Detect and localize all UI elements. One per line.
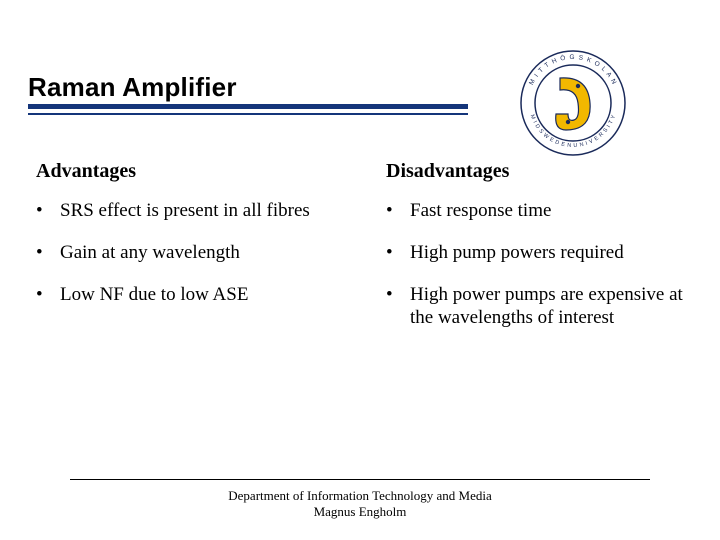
list-item: • SRS effect is present in all fibres xyxy=(36,199,386,223)
title-divider xyxy=(28,104,468,115)
list-item-text: High pump powers required xyxy=(410,241,706,265)
list-item-text: SRS effect is present in all fibres xyxy=(60,199,386,223)
advantages-header: Advantages xyxy=(36,160,386,183)
footer-divider xyxy=(70,479,650,481)
footer-line1: Department of Information Technology and… xyxy=(228,488,491,503)
list-item: • Gain at any wavelength xyxy=(36,241,386,265)
bullet-icon: • xyxy=(36,241,60,265)
list-item: • Low NF due to low ASE xyxy=(36,283,386,307)
bullet-icon: • xyxy=(386,199,410,223)
disadvantages-header: Disadvantages xyxy=(386,160,706,183)
list-item-text: Low NF due to low ASE xyxy=(60,283,386,307)
bullet-icon: • xyxy=(36,199,60,223)
bullet-icon: • xyxy=(36,283,60,307)
bullet-icon: • xyxy=(386,283,410,307)
slide-title: Raman Amplifier xyxy=(28,72,237,103)
university-logo: M I T T H Ö G S K O L A N M I D S W E D … xyxy=(518,48,628,158)
content-area: Advantages • SRS effect is present in al… xyxy=(36,160,720,348)
list-item-text: Gain at any wavelength xyxy=(60,241,386,265)
footer: Department of Information Technology and… xyxy=(0,488,720,521)
list-item-text: High power pumps are expensive at the wa… xyxy=(410,283,706,331)
list-item: • Fast response time xyxy=(386,199,706,223)
list-item: • High power pumps are expensive at the … xyxy=(386,283,706,331)
list-item-text: Fast response time xyxy=(410,199,706,223)
disadvantages-column: Disadvantages • Fast response time • Hig… xyxy=(386,160,706,348)
bullet-icon: • xyxy=(386,241,410,265)
list-item: • High pump powers required xyxy=(386,241,706,265)
advantages-column: Advantages • SRS effect is present in al… xyxy=(36,160,386,348)
footer-line2: Magnus Engholm xyxy=(314,504,407,519)
